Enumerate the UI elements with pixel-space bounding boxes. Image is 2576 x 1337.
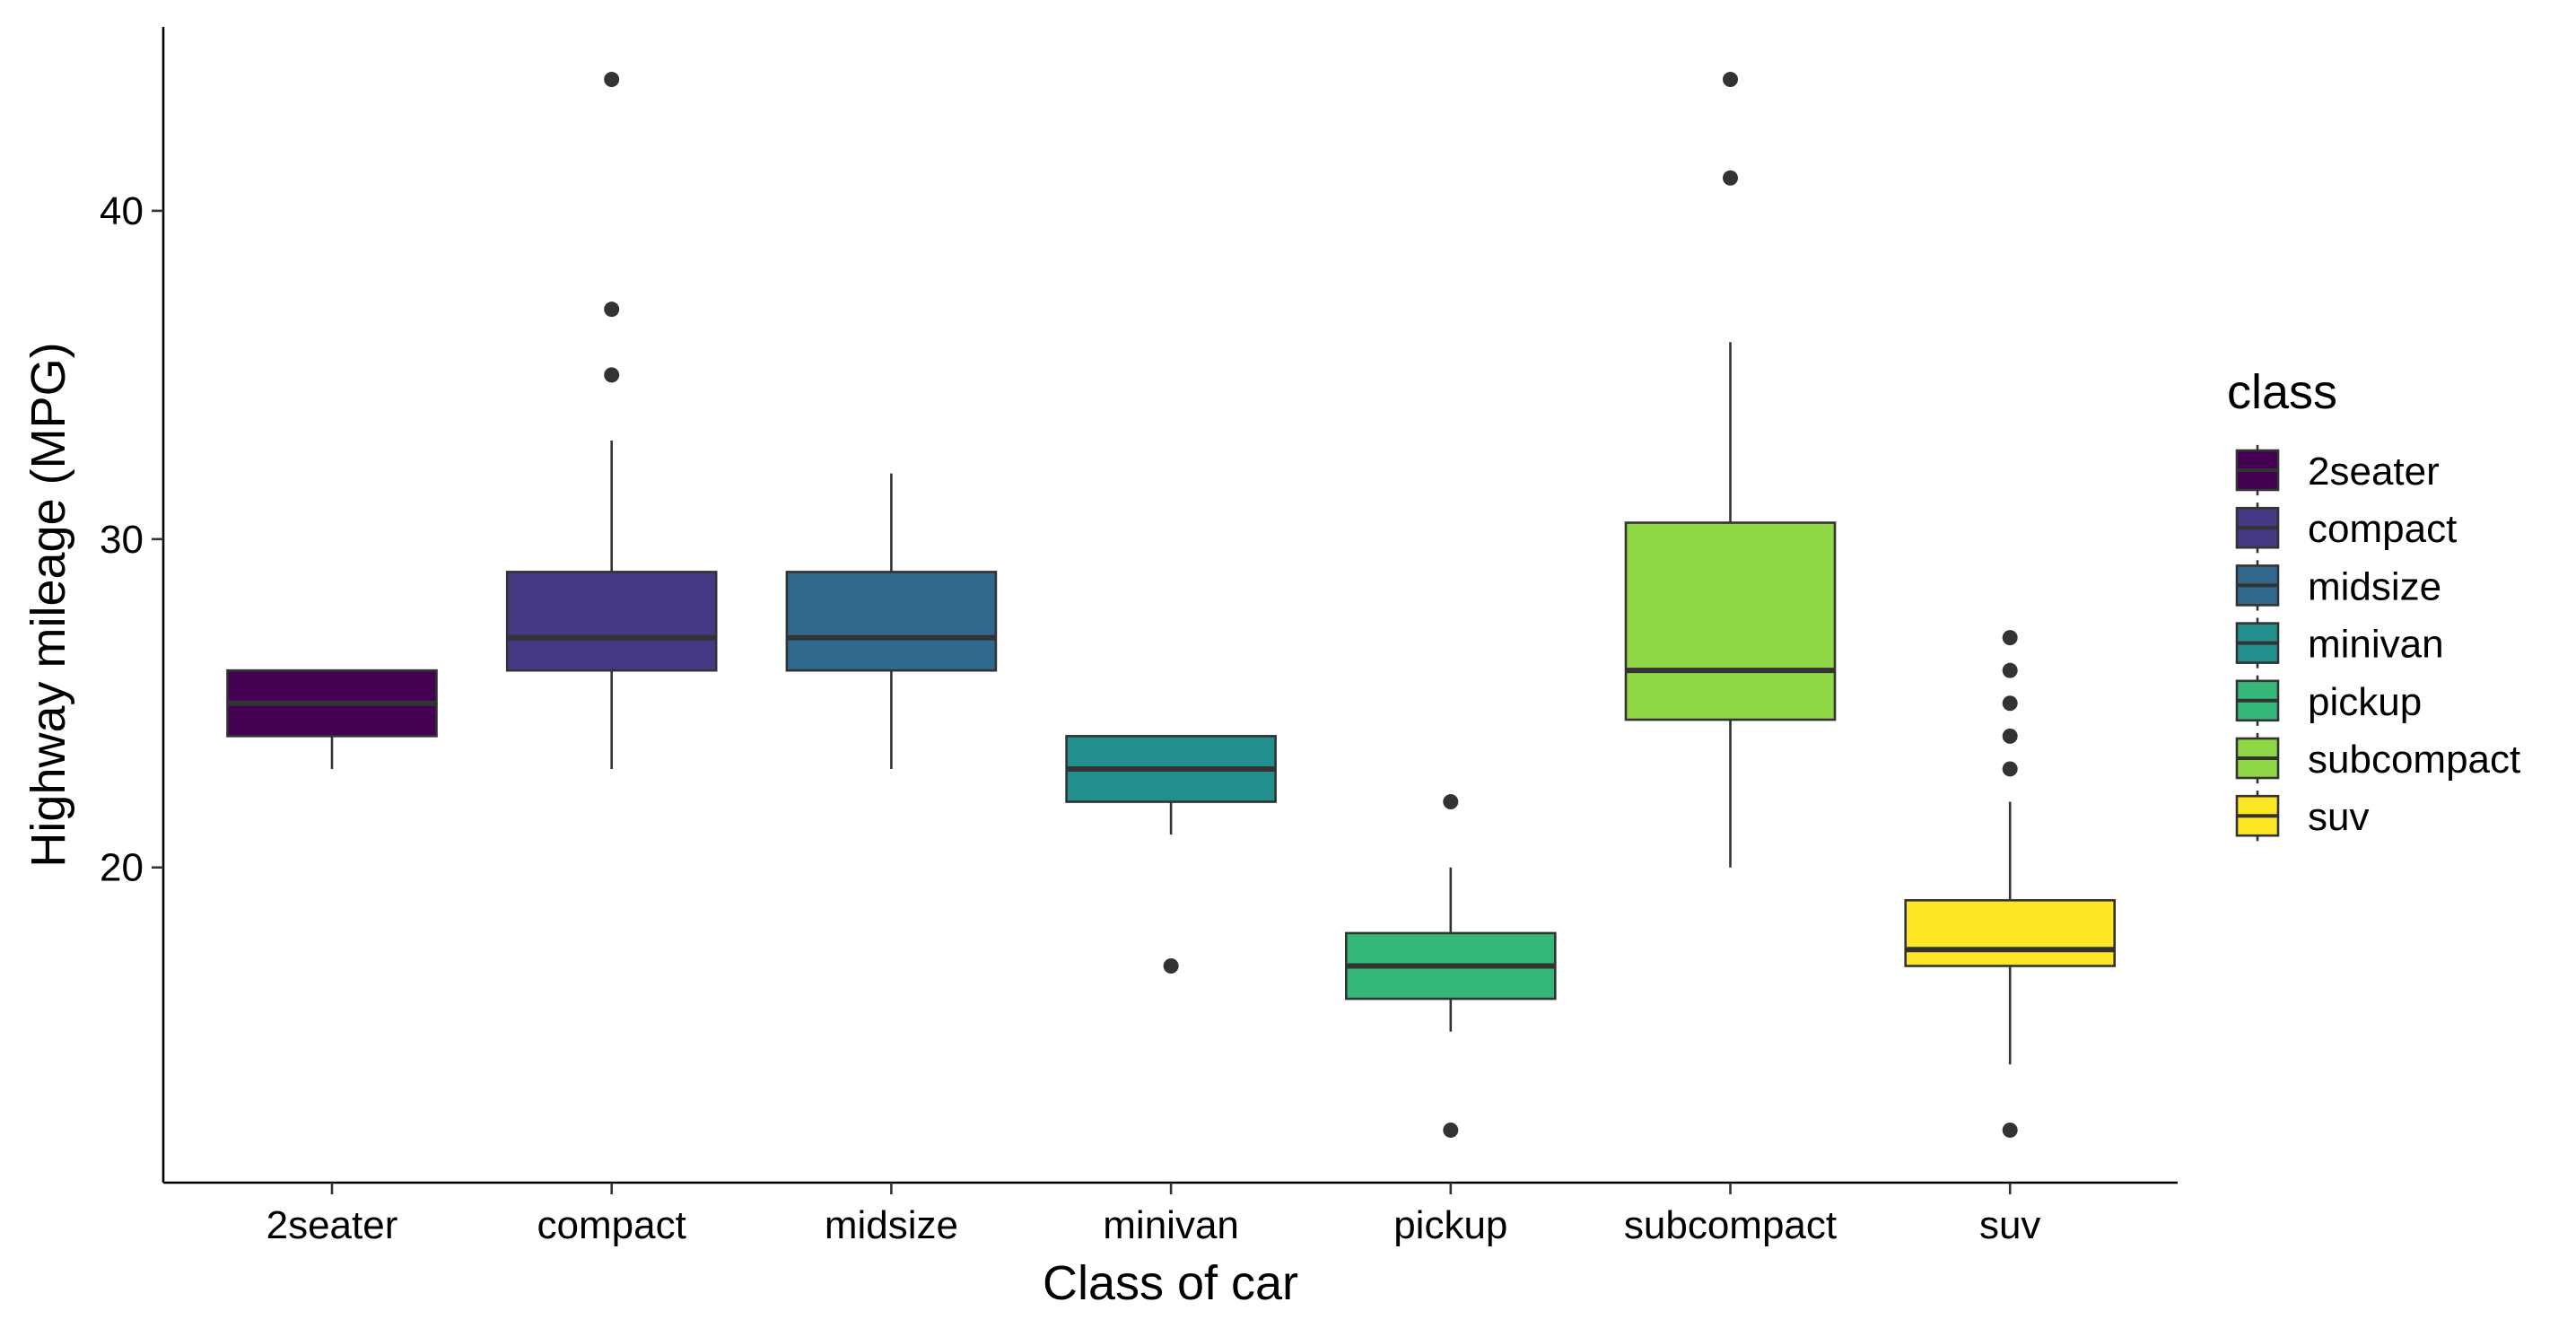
box-minivan [1065,735,1277,974]
x-tick-label-subcompact: subcompact [1624,1203,1837,1247]
y-tick-label-30: 30 [100,518,144,562]
legend-label-pickup: pickup [2308,680,2422,724]
legend-title: class [2227,365,2337,419]
legend-label-2seater: 2seater [2308,450,2440,494]
outlier-suv-5 [2002,630,2018,646]
outlier-suv-2 [2002,728,2018,744]
box-subcompact [1624,72,1837,868]
y-axis-title: Highway mileage (MPG) [22,342,75,867]
legend-item-2seater: 2seater [2235,444,2440,496]
legend-item-suv: suv [2235,791,2369,842]
legend: class 2seater compact midsize minivan pickup… [2227,365,2520,842]
legend-item-compact: compact [2235,502,2457,554]
x-tick-label-compact: compact [537,1203,686,1247]
legend-item-midsize: midsize [2235,560,2441,611]
axes: 20 30 40 2seater compact midsize minivan pickup… [100,27,2178,1247]
box-suv [1904,630,2116,1138]
x-tick-label-midsize: midsize [825,1203,958,1247]
legend-label-suv: suv [2308,795,2369,839]
box-2seater [226,668,438,769]
plot-area [226,72,2116,1138]
x-axis-title: Class of car [1043,1256,1298,1310]
y-tick-label-20: 20 [100,846,144,890]
outlier-compact-2 [604,72,620,88]
outlier-subcompact-0 [1723,170,1738,186]
x-tick-label-2seater: 2seater [266,1203,398,1247]
legend-label-midsize: midsize [2308,564,2441,608]
box-body-compact [505,571,718,672]
outlier-compact-1 [604,301,620,318]
outlier-suv-4 [2002,662,2018,678]
outlier-compact-0 [604,367,620,383]
outlier-suv-1 [2002,761,2018,777]
x-tick-label-pickup: pickup [1393,1203,1507,1247]
outlier-subcompact-1 [1723,72,1738,88]
legend-item-pickup: pickup [2235,675,2422,726]
box-pickup [1345,794,1557,1138]
legend-label-compact: compact [2308,507,2457,551]
outlier-suv-0 [2002,1122,2018,1138]
legend-item-minivan: minivan [2235,617,2444,668]
box-midsize [785,473,998,769]
legend-label-minivan: minivan [2308,623,2444,667]
legend-item-subcompact: subcompact [2235,732,2520,784]
box-compact [505,72,718,769]
x-tick-label-minivan: minivan [1103,1203,1239,1247]
outlier-pickup-1 [1443,794,1459,810]
box-body-midsize [785,571,998,672]
box-body-suv [1904,899,2116,967]
x-tick-label-suv: suv [1979,1203,2040,1247]
y-tick-label-40: 40 [100,189,144,233]
outlier-pickup-0 [1443,1122,1459,1138]
box-body-subcompact [1624,521,1837,721]
legend-label-subcompact: subcompact [2308,738,2520,782]
outlier-minivan-0 [1163,958,1179,974]
outlier-suv-3 [2002,695,2018,712]
